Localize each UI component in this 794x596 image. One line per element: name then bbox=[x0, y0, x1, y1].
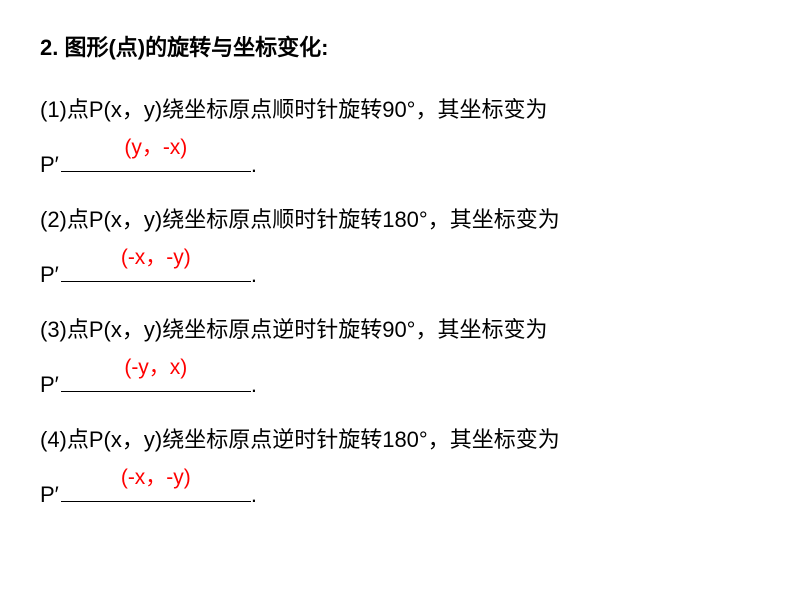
item-4: (4)点P(x，y)绕坐标原点逆时针旋转180°，其坐标变为 P′(-x，-y)… bbox=[40, 412, 754, 522]
item-4-blank: (-x，-y) bbox=[61, 474, 251, 502]
item-1-answer: (y，-x) bbox=[124, 122, 187, 175]
item-2: (2)点P(x，y)绕坐标原点顺时针旋转180°，其坐标变为 P′(-x，-y)… bbox=[40, 192, 754, 302]
item-1-blank: (y，-x) bbox=[61, 144, 251, 172]
item-1-p-prime: P′ bbox=[40, 152, 59, 177]
section-title: 2. 图形(点)的旋转与坐标变化: bbox=[40, 30, 754, 62]
item-2-blank: (-x，-y) bbox=[61, 254, 251, 282]
item-3: (3)点P(x，y)绕坐标原点逆时针旋转90°，其坐标变为 P′(-y，x). bbox=[40, 302, 754, 412]
item-4-answer-line: P′(-x，-y). bbox=[40, 467, 257, 522]
item-3-answer-line: P′(-y，x). bbox=[40, 357, 257, 412]
item-2-answer: (-x，-y) bbox=[121, 232, 191, 285]
item-3-p-prime: P′ bbox=[40, 372, 59, 397]
item-1: (1)点P(x，y)绕坐标原点顺时针旋转90°，其坐标变为 P′(y，-x). bbox=[40, 82, 754, 192]
item-4-answer: (-x，-y) bbox=[121, 452, 191, 505]
item-1-period: . bbox=[251, 152, 257, 177]
item-2-p-prime: P′ bbox=[40, 262, 59, 287]
item-2-answer-line: P′(-x，-y). bbox=[40, 247, 257, 302]
item-3-period: . bbox=[251, 372, 257, 397]
item-3-answer: (-y，x) bbox=[124, 342, 187, 395]
item-1-answer-line: P′(y，-x). bbox=[40, 137, 257, 192]
item-4-p-prime: P′ bbox=[40, 482, 59, 507]
item-4-period: . bbox=[251, 482, 257, 507]
item-2-period: . bbox=[251, 262, 257, 287]
item-3-blank: (-y，x) bbox=[61, 364, 251, 392]
